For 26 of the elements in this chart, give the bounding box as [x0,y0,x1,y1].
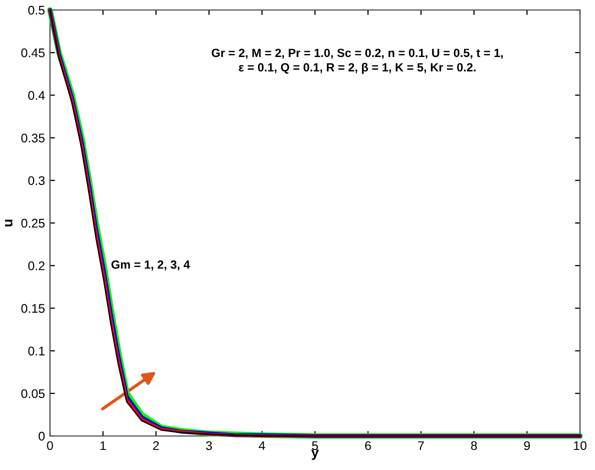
x-tick-label: 9 [524,441,530,450]
y-tick-label: 0.25 [21,218,45,228]
x-tick-label: 1 [100,441,106,450]
y-tick-label: 0.35 [21,134,45,142]
x-tick-label: 5 [312,441,318,450]
y-tick-label: 0.4 [28,91,45,100]
y-tick-label: 0.3 [28,176,45,186]
y-tick-label: 0.2 [28,261,45,270]
x-tick-label: 3 [206,441,212,450]
x-axis-title: y [311,450,319,460]
x-tick-label: 6 [365,441,371,450]
y-tick-label: 0 [38,432,45,441]
x-tick-label: 0 [47,441,53,450]
x-tick-label: 8 [471,441,477,450]
y-tick-label: 0.15 [21,304,45,313]
x-tick-label: 4 [258,441,266,450]
y-tick-label: 0.05 [21,389,45,398]
y-axis-title: u [5,220,13,226]
annotation: Gr = 2, M = 2, Pr = 1.0, Sc = 0.2, n = 0.1, U = 0.5, t = 1, ε = 0.1, Q = 0.1, R = 2, β = 1, K = 5, Kr = 0.2. [212,48,503,74]
x-tick-label: 7 [418,441,424,450]
x-tick-label: 2 [153,441,159,450]
annotation: Gm = 1, 2, 3, 4 [111,260,190,270]
y-tick-label: 0.5 [28,6,45,15]
x-tick-label: 10 [574,441,586,450]
y-tick-label: 0.1 [28,346,45,356]
y-tick-label: 0.45 [21,48,45,58]
